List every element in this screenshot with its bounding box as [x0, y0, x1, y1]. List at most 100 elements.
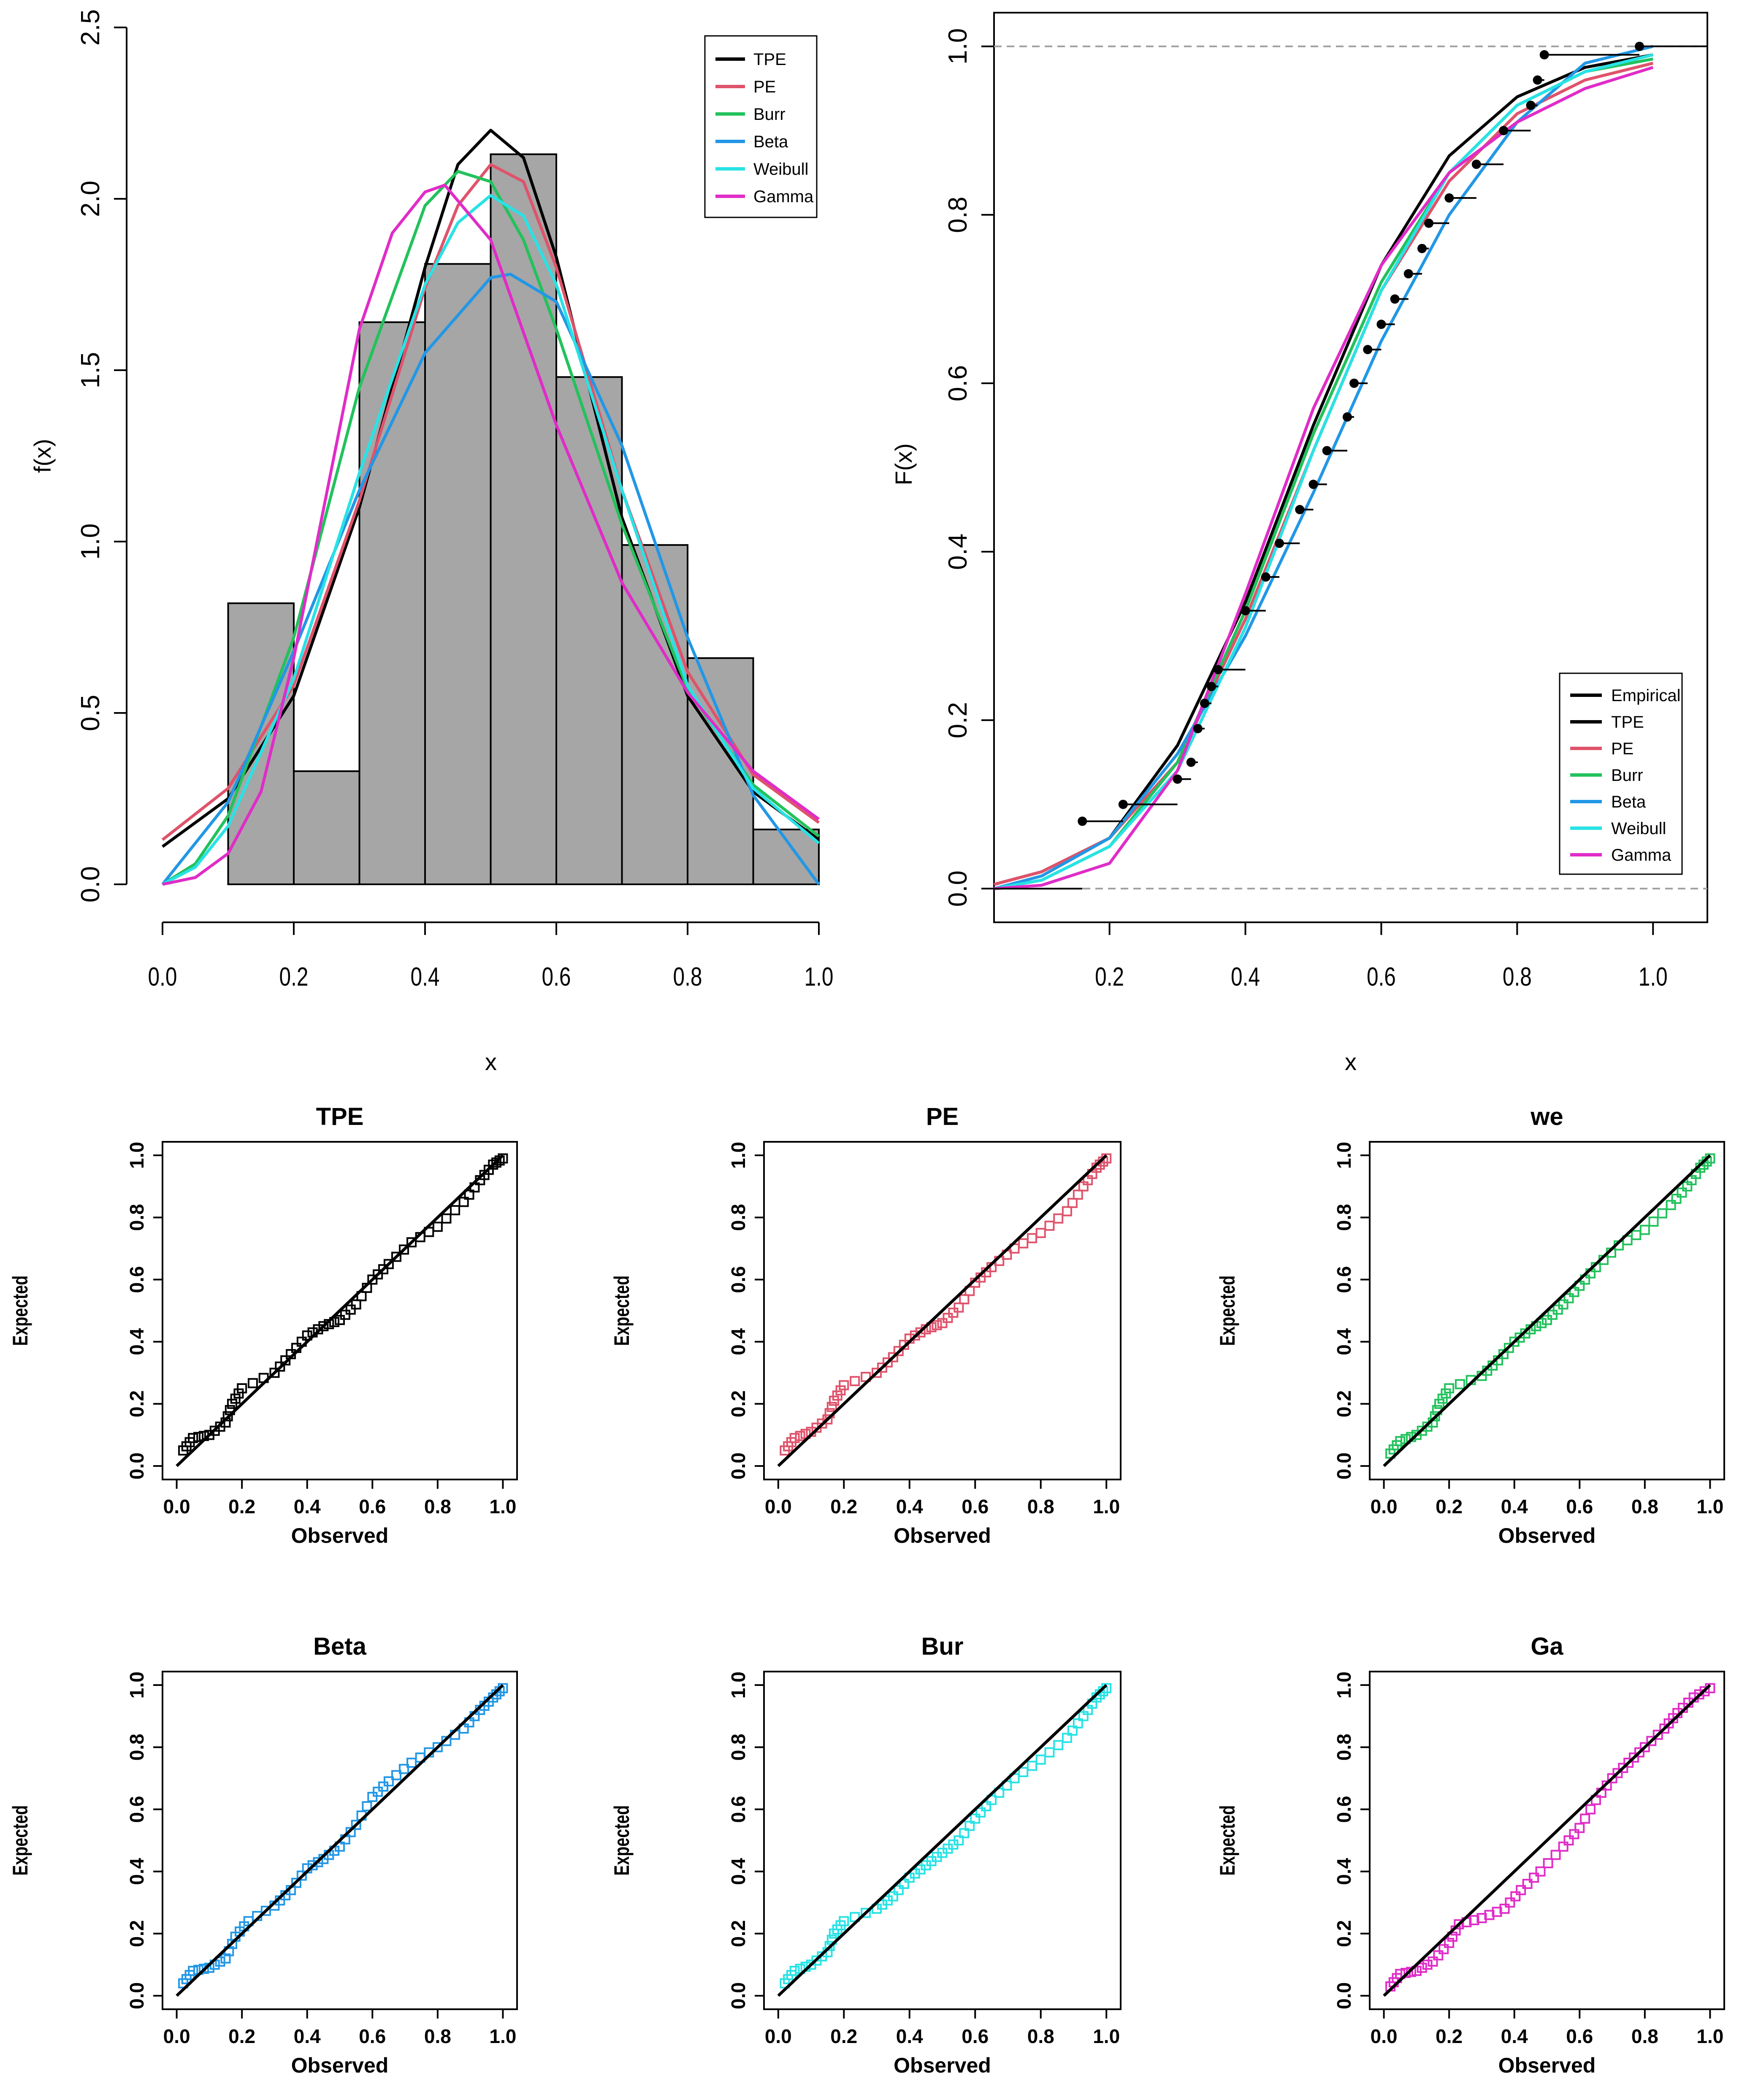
cdf-empirical-point-2: [1173, 774, 1182, 784]
cdf-empirical-point-28: [1635, 41, 1644, 51]
density-legend-label-pe: PE: [753, 78, 776, 96]
cdf-y-tick-label-4: 0.8: [943, 197, 973, 233]
pp-marker-we-49: [1671, 1194, 1682, 1204]
pp-y-tick-label-we-1: 0.2: [1333, 1390, 1355, 1417]
cdf-legend-label-weibull: Weibull: [1611, 819, 1666, 838]
pp-title-beta: Beta: [313, 1633, 366, 1660]
density-x-tick-label-0: 0.0: [148, 962, 177, 992]
pp-marker-we-10: [1430, 1411, 1440, 1422]
pp-plot-box-pe: [763, 1141, 1122, 1480]
pp-y-tick-label-pe-4: 0.8: [727, 1204, 749, 1231]
pp-marker-pe-16: [850, 1376, 860, 1386]
density-y-tick-label-0: 0.0: [76, 866, 105, 902]
pp-x-tick-label-pe-1: 0.2: [830, 1496, 857, 1517]
pp-marker-tpe-14: [233, 1388, 244, 1399]
cdf-empirical-point-27: [1539, 50, 1549, 60]
pp-marker-ga-21: [1499, 1903, 1510, 1914]
pp-marker-ga-9: [1428, 1956, 1438, 1967]
pp-y-tick-label-tpe-5: 1.0: [126, 1142, 148, 1169]
pp-marker-beta-35: [362, 1801, 372, 1812]
density-curve-weibull: [162, 194, 820, 886]
cdf-y-tick-label-5: 1.0: [943, 28, 973, 65]
cdf-y-tick-label-3: 0.6: [943, 365, 973, 401]
cdf-axes: 0.2 0.4 0.6 0.8 1.0 0.0 0.2 0.4 0.6 0.8 1.0: [943, 28, 1668, 992]
pp-marker-we-45: [1639, 1225, 1650, 1235]
pp-marker-beta-36: [367, 1791, 378, 1802]
pp-marker-we-31: [1547, 1309, 1558, 1320]
density-y-tick-label-4: 2.0: [76, 181, 105, 217]
density-y-tick-label-3: 1.5: [76, 352, 105, 388]
pp-x-tick-label-tpe-5: 1.0: [489, 1496, 516, 1517]
pp-title-pe: PE: [926, 1103, 959, 1130]
cdf-x-axis-label: x: [1345, 1049, 1357, 1075]
pp-marker-tpe-37: [373, 1269, 383, 1280]
pp-y-tick-label-we-4: 0.8: [1333, 1204, 1355, 1231]
pp-marker-pe-29: [932, 1320, 942, 1330]
pp-marker-we-33: [1558, 1299, 1568, 1310]
cdf-x-tick-label-4: 1.0: [1639, 962, 1668, 992]
pp-marker-bur-15: [839, 1916, 849, 1927]
pp-marker-beta-42: [406, 1758, 417, 1768]
histogram-bar-3: [424, 263, 492, 885]
cdf-legend-label-pe: PE: [1611, 740, 1634, 758]
pp-marker-pe-13: [832, 1390, 842, 1401]
pp-panel-bur: Bur 0.0 0.2 0.4 0.6 0.8 1.0 0.0 0.2 0.4 0.6 0.8 1.0 O…: [610, 1633, 1122, 2077]
pp-marker-bur-38: [981, 1801, 991, 1812]
pp-x-tick-label-pe-4: 0.8: [1027, 1496, 1054, 1517]
pp-marker-tpe-31: [340, 1309, 350, 1320]
pp-y-tick-label-ga-0: 0.0: [1333, 1982, 1355, 2009]
pp-marker-pe-31: [943, 1313, 953, 1323]
pp-marker-ga-8: [1422, 1959, 1433, 1970]
cdf-empirical-point-4: [1193, 724, 1203, 734]
pp-marker-bur-44: [1027, 1761, 1037, 1771]
pp-marker-ga-55: [1694, 1689, 1704, 1700]
pp-x-tick-label-bur-4: 0.8: [1027, 2025, 1054, 2047]
pp-panel-ga: Ga 0.0 0.2 0.4 0.6 0.8 1.0 0.0 0.2 0.4 0.6 0.8 1.0 Ob…: [1216, 1633, 1725, 2077]
pp-marker-ga-44: [1634, 1747, 1644, 1758]
pp-marker-tpe-30: [335, 1315, 345, 1325]
pp-x-tick-label-tpe-2: 0.4: [294, 1496, 321, 1517]
cdf-empirical-point-0: [1078, 816, 1087, 826]
pp-marker-beta-26: [313, 1857, 323, 1867]
pp-x-axis-label-beta: Observed: [291, 2054, 389, 2077]
density-y-tick-label-2: 1.0: [76, 523, 105, 560]
pp-x-tick-label-beta-0: 0.0: [163, 2025, 190, 2047]
pp-x-tick-label-ga-0: 0.0: [1371, 2025, 1398, 2047]
cdf-x-tick-label-2: 0.6: [1367, 962, 1396, 992]
pp-marker-ga-27: [1535, 1866, 1546, 1877]
pp-y-axis-label-pe: Expected: [610, 1276, 634, 1346]
pp-marker-beta-8: [215, 1956, 225, 1967]
pp-y-tick-label-bur-1: 0.2: [727, 1920, 749, 1947]
pp-x-tick-label-we-5: 1.0: [1696, 1496, 1723, 1517]
cdf-empirical-point-24: [1499, 126, 1509, 135]
histogram-bar-1: [293, 770, 360, 886]
pp-marker-ga-11: [1438, 1944, 1449, 1954]
pp-x-tick-label-ga-3: 0.6: [1566, 2025, 1593, 2047]
pp-marker-we-3: [1395, 1436, 1406, 1447]
pp-marker-pe-19: [877, 1362, 887, 1373]
pp-marker-tpe-41: [398, 1244, 409, 1255]
pp-marker-we-12: [1434, 1398, 1444, 1409]
cdf-y-tick-label-0: 0.0: [943, 870, 973, 907]
pp-y-tick-label-bur-4: 0.8: [727, 1734, 749, 1761]
pp-y-axis-label-beta: Expected: [9, 1805, 32, 1876]
histogram-bar-6: [621, 544, 688, 885]
cdf-empirical-point-19: [1403, 269, 1413, 279]
pp-marker-bur-43: [1018, 1767, 1029, 1778]
pp-x-tick-label-ga-5: 1.0: [1696, 2025, 1723, 2047]
pp-y-tick-label-ga-5: 1.0: [1333, 1672, 1355, 1699]
density-legend-label-beta: Beta: [753, 133, 788, 151]
cdf-empirical-point-8: [1241, 606, 1250, 615]
pp-marker-we-32: [1552, 1304, 1563, 1315]
cdf-empirical-point-20: [1417, 244, 1427, 253]
cdf-panel: 0.2 0.4 0.6 0.8 1.0 0.0 0.2 0.4 0.6 0.8 1.0 x F(x)…: [890, 12, 1708, 1075]
pp-y-tick-label-tpe-0: 0.0: [126, 1452, 148, 1479]
pp-x-tick-label-bur-1: 0.2: [830, 2025, 857, 2047]
density-x-axis-label: x: [485, 1049, 497, 1075]
pp-marker-pe-4: [795, 1431, 805, 1441]
pp-x-tick-label-we-3: 0.6: [1566, 1496, 1593, 1517]
pp-x-tick-label-beta-2: 0.4: [294, 2025, 321, 2047]
pp-marker-ga-29: [1550, 1850, 1561, 1860]
pp-y-tick-label-tpe-2: 0.4: [126, 1328, 148, 1355]
pp-marker-tpe-3: [188, 1433, 198, 1443]
